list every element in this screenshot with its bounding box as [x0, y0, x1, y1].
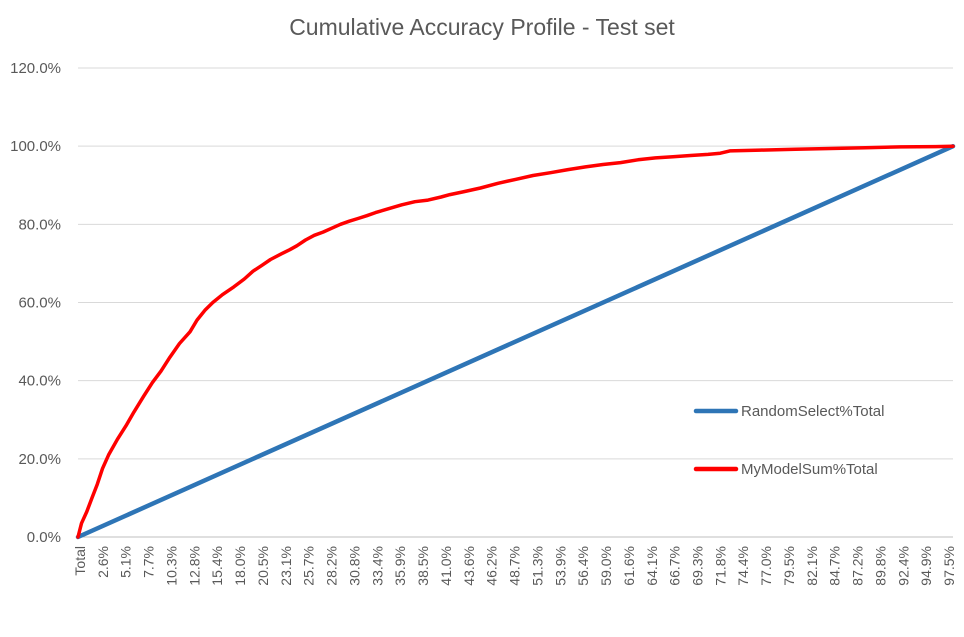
x-tick-label: 56.4% [575, 546, 591, 586]
x-tick-label: 53.9% [552, 546, 568, 586]
y-axis-ticks: 0.0% 20.0% 40.0% 60.0% 80.0% 100.0% 120.0% [10, 60, 61, 546]
x-tick-label: 87.2% [850, 546, 866, 586]
x-tick-label: 38.5% [415, 546, 431, 586]
x-tick-label: 97.5% [941, 546, 957, 586]
x-tick-label: 15.4% [209, 546, 225, 586]
y-tick-label: 0.0% [27, 529, 61, 546]
x-tick-label: 46.2% [484, 546, 500, 586]
x-tick-label: Total [72, 546, 88, 576]
x-tick-label: 10.3% [163, 546, 179, 586]
x-tick-label: 94.9% [918, 546, 934, 586]
y-tick-label: 120.0% [10, 60, 61, 77]
x-tick-label: 89.8% [872, 546, 888, 586]
gridlines [78, 67, 953, 538]
x-tick-label: 28.2% [324, 546, 340, 586]
x-tick-label: 43.6% [461, 546, 477, 586]
x-tick-label: 33.4% [369, 546, 385, 586]
x-tick-label: 84.7% [827, 546, 843, 586]
x-tick-label: 59.0% [598, 546, 614, 586]
x-tick-label: 82.1% [804, 546, 820, 586]
x-axis-ticks: Total 2.6% 5.1% 7.7% 10.3% 12.8% 15.4% 18.0% 20.… [72, 546, 957, 586]
legend-label: RandomSelect%Total [741, 403, 884, 420]
x-tick-label: 64.1% [644, 546, 660, 586]
legend: RandomSelect%Total MyModelSum%Total [693, 403, 884, 478]
x-tick-label: 25.7% [301, 546, 317, 586]
x-tick-label: 61.6% [621, 546, 637, 586]
x-tick-label: 41.0% [438, 546, 454, 586]
x-tick-label: 71.8% [712, 546, 728, 586]
series-line-my-model [76, 144, 955, 539]
x-tick-label: 35.9% [392, 546, 408, 586]
y-tick-label: 60.0% [18, 295, 61, 312]
series-lines [75, 143, 956, 540]
x-tick-label: 12.8% [186, 546, 202, 586]
x-tick-label: 79.5% [781, 546, 797, 586]
x-tick-label: 5.1% [118, 546, 134, 578]
y-tick-label: 100.0% [10, 138, 61, 155]
y-tick-label: 20.0% [18, 451, 61, 468]
x-tick-label: 69.3% [689, 546, 705, 586]
x-tick-label: 30.8% [346, 546, 362, 586]
x-tick-label: 20.5% [255, 546, 271, 586]
x-tick-label: 77.0% [758, 546, 774, 586]
x-tick-label: 2.6% [95, 546, 111, 578]
x-tick-label: 66.7% [667, 546, 683, 586]
x-tick-label: 48.7% [507, 546, 523, 586]
y-tick-label: 80.0% [18, 216, 61, 233]
x-tick-label: 18.0% [232, 546, 248, 586]
x-tick-label: 74.4% [735, 546, 751, 586]
x-tick-label: 51.3% [529, 546, 545, 586]
x-tick-label: 23.1% [278, 546, 294, 586]
x-tick-label: 7.7% [141, 546, 157, 578]
legend-label: MyModelSum%Total [741, 461, 878, 478]
series-line-random-select [75, 143, 956, 540]
chart-title: Cumulative Accuracy Profile - Test set [289, 14, 675, 40]
y-tick-label: 40.0% [18, 373, 61, 390]
x-tick-label: 92.4% [895, 546, 911, 586]
